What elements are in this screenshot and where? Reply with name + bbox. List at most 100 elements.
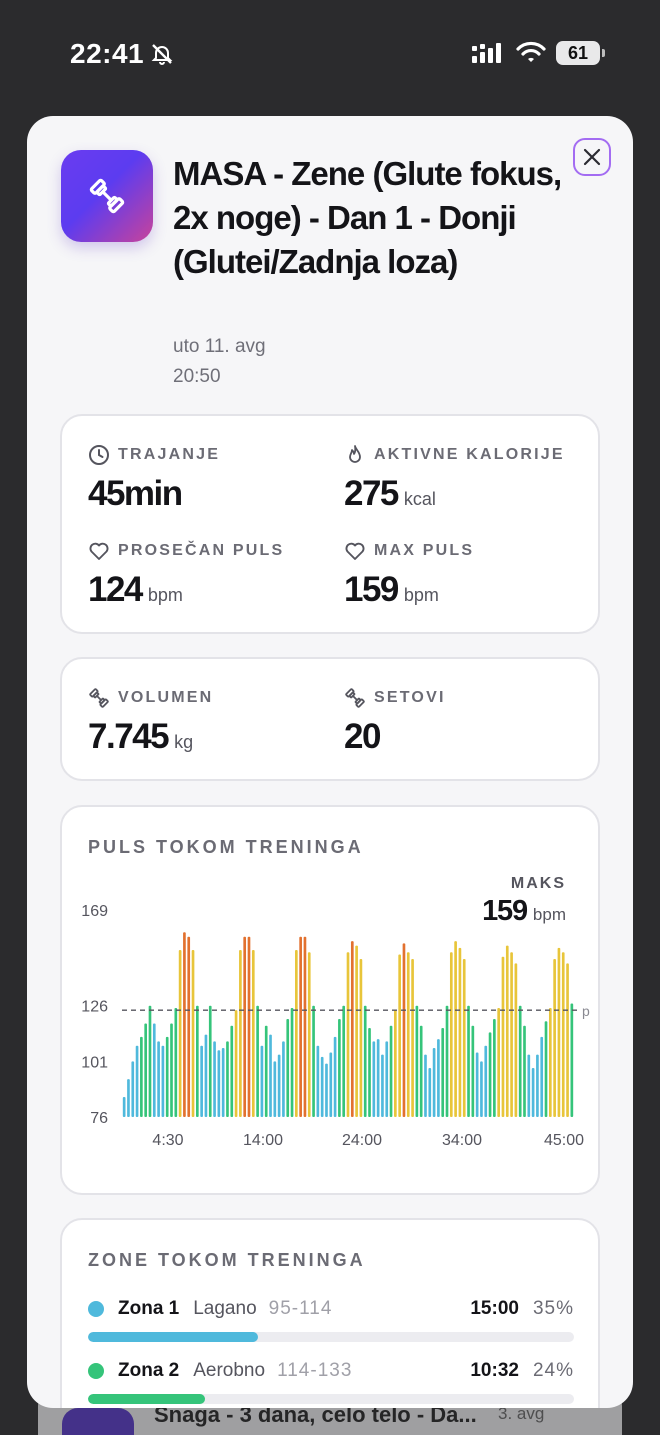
status-time: 22:41 (70, 38, 145, 69)
workout-time: 20:50 (173, 366, 221, 387)
hr-chart-card: PULS TOKOM TRENINGA MAKS 159 bpm 169 126 1… (60, 805, 600, 1195)
hr-bar (221, 1048, 225, 1117)
hr-bar (411, 958, 414, 1117)
stat-volume-label: VOLUMEN (118, 689, 214, 706)
hr-bar (505, 945, 509, 1117)
hr-bar (170, 1023, 173, 1117)
hr-bar (148, 1005, 152, 1117)
max-hr-label: MAKS (510, 875, 566, 892)
hr-bar (316, 1045, 320, 1117)
flame-icon (349, 445, 361, 463)
hr-bar (320, 1056, 324, 1117)
hr-bar (432, 1048, 436, 1117)
hr-bar (239, 950, 242, 1117)
hr-bar (548, 1007, 552, 1117)
zone-2-progress-fill (88, 1394, 205, 1404)
stat-calories-value: 275 (344, 474, 399, 513)
zone-2-time: 10:32 (470, 1360, 519, 1381)
hr-chart-title: PULS TOKOM TRENINGA (88, 837, 364, 857)
stat-calories-unit: kcal (403, 489, 436, 509)
hr-bar (475, 1052, 479, 1117)
hr-bar (264, 1025, 268, 1117)
x-tick-label: 24:00 (342, 1132, 382, 1149)
hr-bar (561, 952, 565, 1117)
stats-card: TRAJANJE 45min AKTIVNE KALORIJE 275 kcal… (60, 414, 600, 634)
stat-avg-hr-value: 124 (88, 570, 143, 609)
max-hr-number: 159 (482, 895, 528, 927)
hr-bar (286, 1019, 290, 1117)
hr-bar (488, 1032, 492, 1117)
hr-bar (299, 936, 302, 1117)
hr-bar (342, 1005, 346, 1117)
dumbbell-app-icon (61, 150, 153, 242)
workout-detail-sheet: MASA - Zene (Glute fokus, 2x noge) - Dan… (27, 116, 633, 1408)
hr-bar (144, 1023, 148, 1117)
hr-bar (350, 941, 354, 1117)
hr-bar (428, 1068, 432, 1117)
hr-bar (385, 1041, 389, 1117)
hr-bar (523, 1025, 526, 1117)
hr-bar (518, 1005, 522, 1117)
hr-bar (394, 1010, 397, 1117)
hr-bar (540, 1036, 544, 1117)
hr-bar (260, 1045, 264, 1117)
stat-sets-label: SETOVI (374, 689, 446, 706)
hr-bar (376, 1039, 380, 1117)
hr-bar (467, 1005, 470, 1117)
hr-bar (243, 936, 247, 1117)
hr-bar (566, 963, 569, 1117)
background-row-date: 3. avg (498, 1404, 545, 1423)
stat-duration: TRAJANJE 45min (88, 444, 220, 514)
hr-bar (312, 1005, 315, 1117)
zone-row-2: Zona 2 Aerobno 114-133 10:32 24% (88, 1356, 574, 1404)
hr-bar (406, 952, 410, 1117)
hr-bar (174, 1007, 178, 1117)
workout-app-icon (62, 1408, 134, 1435)
clock-icon (89, 445, 109, 465)
hr-bar (372, 1041, 376, 1117)
zones-card: ZONE TOKOM TRENINGA Zona 1 Lagano 95-114… (60, 1218, 600, 1408)
stat-volume-unit: kg (174, 732, 194, 752)
y-tick-label: 169 (81, 903, 108, 920)
hr-bar (415, 1005, 419, 1117)
hr-bar (234, 1010, 238, 1117)
hr-chart: 169 126 101 76 p 4:30 14:00 24:00 34:00 45:00 (81, 903, 590, 1149)
stat-max-hr-value: 159 (344, 570, 399, 609)
stat-avg-hr: PROSEČAN PULS 124 bpm (88, 540, 284, 610)
zone-1-progress (88, 1332, 574, 1342)
close-button[interactable] (573, 138, 611, 176)
hr-bar (355, 945, 358, 1117)
zones-title: ZONE TOKOM TRENINGA (88, 1250, 366, 1270)
hr-bar (131, 1061, 135, 1117)
zone-2-desc: Aerobno (193, 1360, 266, 1381)
y-tick-label: 126 (81, 999, 108, 1016)
heart-icon (345, 542, 365, 560)
hr-bar (424, 1054, 427, 1117)
x-tick-label: 45:00 (544, 1132, 584, 1149)
hr-bar (329, 1052, 333, 1117)
zone-2-progress (88, 1394, 574, 1404)
hr-bar (437, 1039, 440, 1117)
hr-bar (527, 1054, 531, 1117)
hr-bar (208, 1005, 212, 1117)
hr-bar (557, 947, 561, 1117)
hr-bar (454, 941, 457, 1117)
zone-2-range: 114-133 (277, 1360, 353, 1381)
hr-bar (458, 947, 462, 1117)
stat-avg-hr-unit: bpm (147, 585, 183, 605)
stat-max-hr: MAX PULS 159 bpm (344, 540, 474, 610)
hr-bar (196, 1005, 199, 1117)
hr-bar (295, 950, 298, 1117)
stat-volume: VOLUMEN 7.745 kg (88, 687, 213, 757)
avg-line-label: p (582, 1003, 590, 1019)
stat-max-hr-label: MAX PULS (374, 542, 475, 559)
zone-1-time: 15:00 (470, 1298, 519, 1319)
hr-bar (497, 1007, 500, 1117)
zone-1-desc: Lagano (193, 1298, 257, 1319)
hr-bar (204, 1034, 208, 1117)
zone-1-pct: 35% (532, 1298, 574, 1319)
stat-sets-value: 20 (344, 717, 381, 756)
stat-volume-value: 7.745 (88, 717, 170, 756)
hr-bar (368, 1027, 371, 1117)
hr-bar (127, 1079, 130, 1117)
